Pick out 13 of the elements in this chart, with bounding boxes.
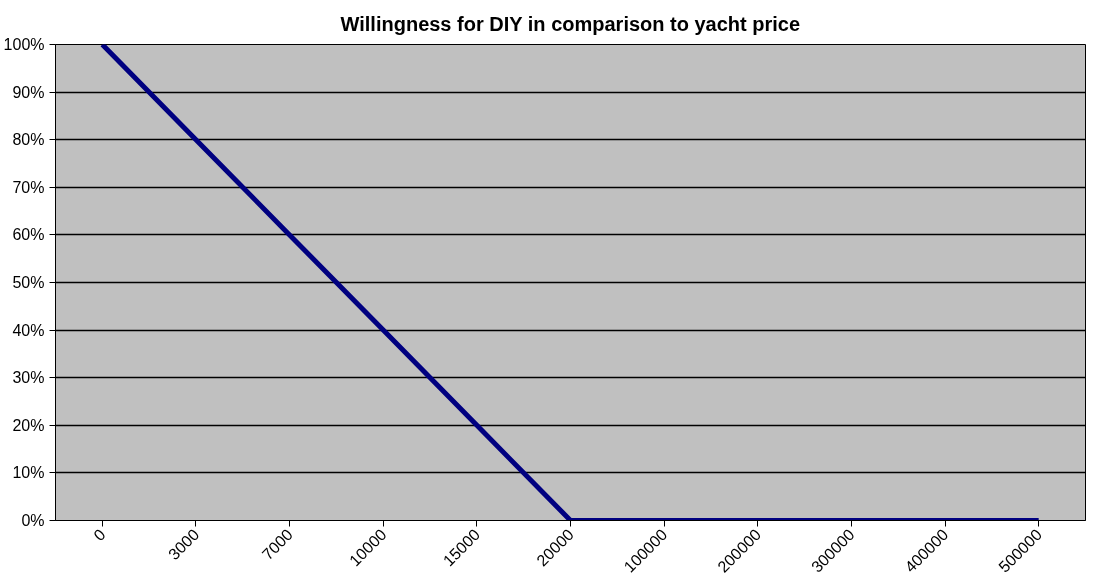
x-tick-label: 0 — [90, 525, 109, 545]
y-tick-label: 60% — [12, 226, 45, 244]
y-tick-label: 10% — [12, 464, 45, 482]
y-tick-label: 100% — [3, 36, 45, 53]
y-tick-label: 80% — [12, 131, 45, 149]
y-tick-label: 70% — [12, 178, 45, 196]
y-tick-label: 20% — [12, 416, 45, 434]
y-tick-label: 0% — [21, 512, 45, 529]
chart-title: Willingness for DIY in comparison to yacht price — [340, 12, 801, 35]
y-tick-label: 40% — [12, 321, 45, 339]
y-tick-label: 30% — [12, 369, 45, 387]
y-tick-label: 50% — [12, 274, 45, 291]
y-tick-label: 90% — [12, 83, 45, 101]
